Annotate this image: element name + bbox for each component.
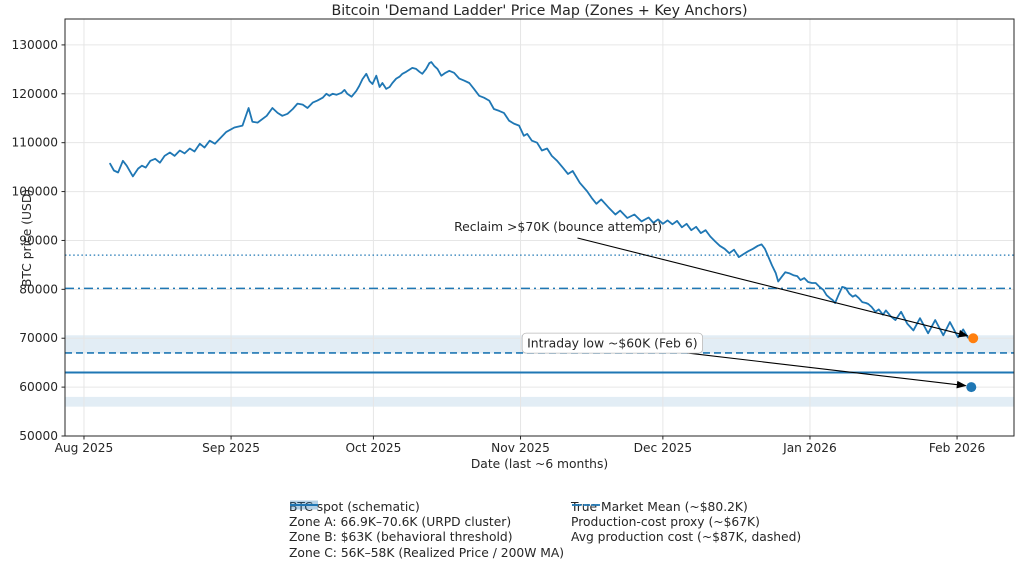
y-tick-label: 70000 [19, 331, 58, 345]
x-tick-label: Dec 2025 [634, 441, 692, 455]
x-tick-label: Jan 2026 [782, 441, 837, 455]
legend-column-right: True Market Mean (~$80.2K) Production-cos… [571, 499, 801, 545]
x-tick-label: Sep 2025 [202, 441, 260, 455]
legend-swatch-line-dotted [572, 504, 600, 506]
chart-canvas: Reclaim >$70K (bounce attempt) Intraday l… [11, 18, 1015, 455]
axes-spines [64, 18, 1015, 437]
legend-item: True Market Mean (~$80.2K) [571, 499, 801, 514]
bounce-attempt-point [968, 333, 979, 344]
legend-label: BTC spot (schematic) [289, 499, 420, 514]
btc-spot-line [109, 61, 975, 340]
y-tick-label: 60000 [19, 380, 58, 394]
y-tick-label: 100000 [11, 185, 58, 199]
y-tick-label: 80000 [19, 282, 58, 296]
y-tick-label: 110000 [11, 136, 58, 150]
legend-label: Production-cost proxy (~$67K) [571, 515, 760, 530]
x-tick-label: Oct 2025 [345, 441, 401, 455]
legend-item: Zone B: $63K (behavioral threshold) [289, 504, 564, 545]
annotation-bbox [521, 332, 703, 354]
annotation-text-reclaim: Reclaim >$70K (bounce attempt) [454, 219, 662, 234]
zone-band [65, 396, 1014, 407]
legend-item: Avg production cost (~$87K, dashed) [571, 504, 802, 545]
intraday-low-point [966, 382, 977, 393]
x-axis-label: Date (last ~6 months) [470, 457, 609, 471]
y-tick-label: 120000 [11, 87, 58, 101]
annotation-arrow-intraday-low [677, 351, 967, 389]
x-tick-label: Aug 2025 [55, 441, 114, 455]
annotation-text-intraday-low: Intraday low ~$60K (Feb 6) [527, 336, 697, 351]
annotation-arrow-reclaim [577, 237, 969, 338]
legend-label: True Market Mean (~$80.2K) [571, 499, 748, 514]
legend-column-left: BTC spot (schematic) Zone A: 66.9K–70.6K … [289, 499, 564, 561]
legend-swatch-line-solid [290, 504, 318, 506]
x-tick-label: Nov 2025 [491, 441, 550, 455]
legend-label: Zone B: $63K (behavioral threshold) [289, 530, 513, 545]
y-tick-label: 90000 [19, 233, 58, 247]
y-tick-label: 130000 [11, 38, 58, 52]
legend-label: Zone C: 56K–58K (Realized Price / 200W M… [289, 545, 565, 560]
legend-label: Zone A: 66.9K–70.6K (URPD cluster) [289, 515, 512, 530]
legend-item: BTC spot (schematic) [289, 499, 564, 514]
x-tick-label: Feb 2026 [929, 441, 985, 455]
chart-title: Bitcoin 'Demand Ladder' Price Map (Zones… [331, 3, 748, 19]
legend-patch [290, 500, 318, 510]
legend-item: Zone C: 56K–58K (Realized Price / 200W M… [289, 500, 565, 560]
legend-swatch-patch [290, 500, 318, 510]
legend-item: Zone A: 66.9K–70.6K (URPD cluster) [289, 500, 564, 530]
y-tick-label: 50000 [19, 429, 58, 443]
legend-item: Production-cost proxy (~$67K) [571, 504, 801, 530]
legend-label: Avg production cost (~$87K, dashed) [571, 530, 802, 545]
